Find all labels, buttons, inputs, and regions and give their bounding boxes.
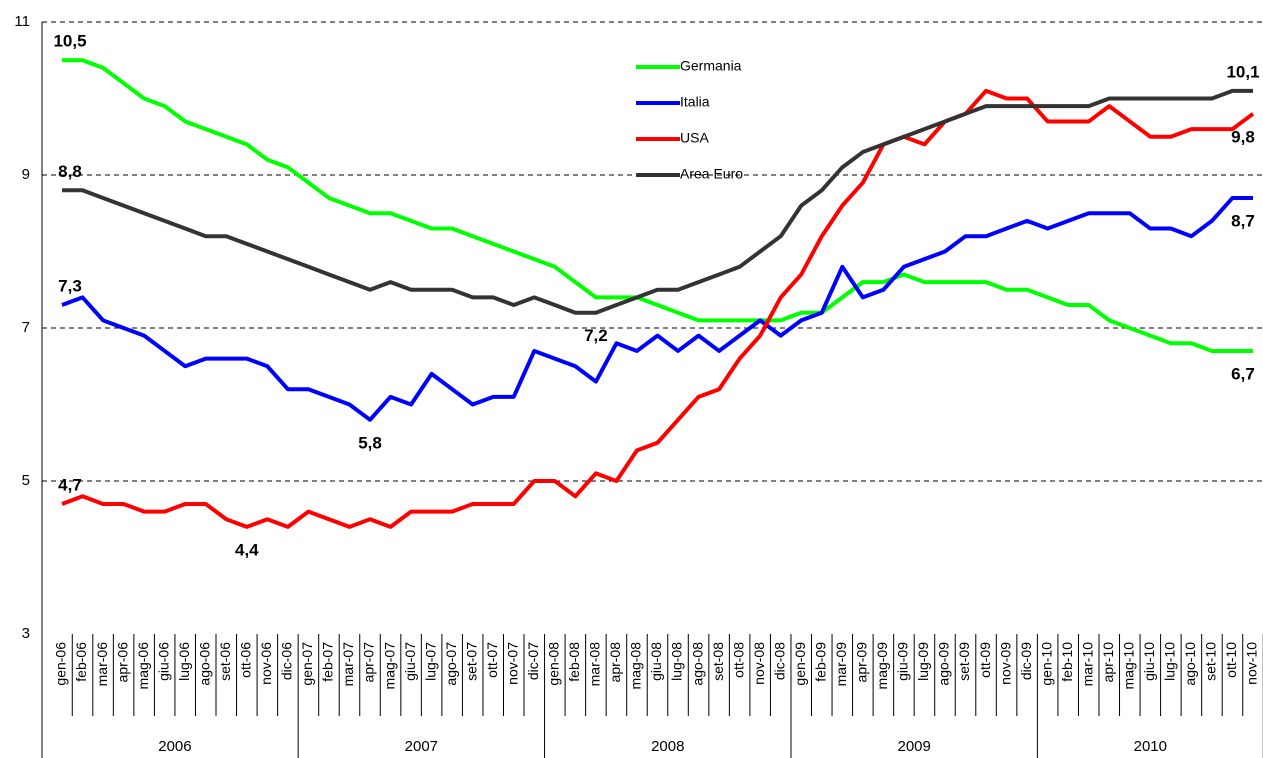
value-label: 9,8 (1231, 127, 1255, 146)
x-tick-label: dic-07 (525, 642, 541, 680)
x-tick-label: mag-09 (874, 642, 890, 690)
x-tick-label: nov-07 (504, 642, 520, 685)
year-label: 2009 (897, 738, 930, 755)
x-tick-label: nov-06 (258, 642, 274, 685)
x-tick-label: lug-08 (669, 642, 685, 681)
x-tick-label: ago-09 (936, 642, 952, 686)
x-tick-label: mar-07 (340, 642, 356, 687)
x-tick-label: feb-10 (1059, 642, 1075, 682)
x-tick-label: dic-08 (771, 642, 787, 680)
x-tick-label: feb-06 (73, 642, 89, 682)
legend-label: Italia (680, 94, 710, 110)
year-label: 2008 (651, 738, 684, 755)
series-line (62, 88, 1253, 315)
x-tick-label: ott-10 (1223, 642, 1239, 678)
x-tick-label: dic-09 (1018, 642, 1034, 680)
x-tick-label: mag-10 (1120, 642, 1136, 690)
x-tick-label: ott-06 (238, 642, 254, 678)
x-tick-label: lug-10 (1162, 642, 1178, 681)
x-tick-label: ott-09 (977, 642, 993, 678)
value-label: 7,2 (584, 326, 608, 345)
x-tick-label: apr-09 (854, 642, 870, 683)
x-tick-label: nov-08 (751, 642, 767, 685)
x-tick-label: ott-07 (484, 642, 500, 678)
x-tick-label: ago-10 (1182, 642, 1198, 686)
year-label: 2006 (158, 738, 191, 755)
value-label: 4,4 (235, 540, 259, 559)
x-tick-label: dic-06 (279, 642, 295, 680)
x-tick-label: gen-08 (546, 642, 562, 686)
x-tick-label: set-06 (217, 642, 233, 681)
x-tick-label: gen-07 (299, 642, 315, 686)
x-tick-label: feb-09 (812, 642, 828, 682)
y-tick-label: 11 (14, 13, 30, 30)
x-tick-label: ott-08 (730, 642, 746, 678)
x-tick-label: mar-09 (833, 642, 849, 687)
x-tick-label: ago-07 (443, 642, 459, 686)
x-tick-label: ago-06 (196, 642, 212, 686)
value-label: 4,7 (58, 475, 82, 494)
value-label: 5,8 (358, 433, 382, 452)
y-tick-label: 7 (22, 319, 30, 336)
x-tick-label: lug-06 (176, 642, 192, 681)
x-tick-label: ago-08 (689, 642, 705, 686)
value-label: 10,5 (53, 32, 86, 51)
x-tick-label: mag-08 (628, 642, 644, 690)
series-line (61, 88, 1255, 529)
x-tick-label: mar-10 (1079, 642, 1095, 687)
x-tick-label: set-08 (710, 642, 726, 681)
y-tick-label: 3 (22, 625, 30, 642)
x-tick-label: gen-10 (1038, 642, 1054, 686)
x-tick-label: mar-08 (587, 642, 603, 687)
x-tick-label: apr-08 (607, 642, 623, 683)
x-tick-label: gen-09 (792, 642, 808, 686)
x-tick-label: set-10 (1203, 642, 1219, 681)
x-tick-label: mag-06 (135, 642, 151, 690)
series-line (62, 58, 1253, 353)
x-tick-label: apr-10 (1100, 642, 1116, 683)
x-tick-label: nov-10 (1244, 642, 1260, 685)
x-tick-label: gen-06 (53, 642, 69, 686)
x-tick-label: mar-06 (94, 642, 110, 687)
x-tick-label: lug-09 (915, 642, 931, 681)
x-tick-label: set-09 (956, 642, 972, 681)
value-label: 7,3 (58, 277, 82, 296)
x-tick-label: apr-06 (114, 642, 130, 683)
year-label: 2007 (405, 738, 438, 755)
y-tick-label: 5 (22, 472, 30, 489)
value-label: 8,7 (1231, 211, 1255, 230)
y-tick-label: 9 (22, 166, 30, 183)
value-label: 8,8 (58, 162, 82, 181)
series-line (61, 195, 1253, 422)
legend-label: USA (680, 130, 709, 146)
x-tick-label: feb-08 (566, 642, 582, 682)
x-tick-label: lug-07 (422, 642, 438, 681)
year-label: 2010 (1134, 738, 1167, 755)
x-tick-label: mag-07 (381, 642, 397, 690)
x-tick-label: apr-07 (361, 642, 377, 683)
value-label: 6,7 (1231, 364, 1255, 383)
legend-label: Area Euro (680, 166, 743, 182)
x-tick-label: feb-07 (320, 642, 336, 682)
value-label: 10,1 (1226, 62, 1259, 81)
x-tick-label: giu-08 (648, 642, 664, 681)
x-tick-label: giu-07 (402, 642, 418, 681)
legend-label: Germania (680, 58, 742, 74)
x-tick-label: giu-09 (895, 642, 911, 681)
x-tick-label: giu-10 (1141, 642, 1157, 681)
x-tick-label: nov-09 (997, 642, 1013, 685)
x-tick-label: set-07 (463, 642, 479, 681)
x-tick-label: giu-06 (155, 642, 171, 681)
